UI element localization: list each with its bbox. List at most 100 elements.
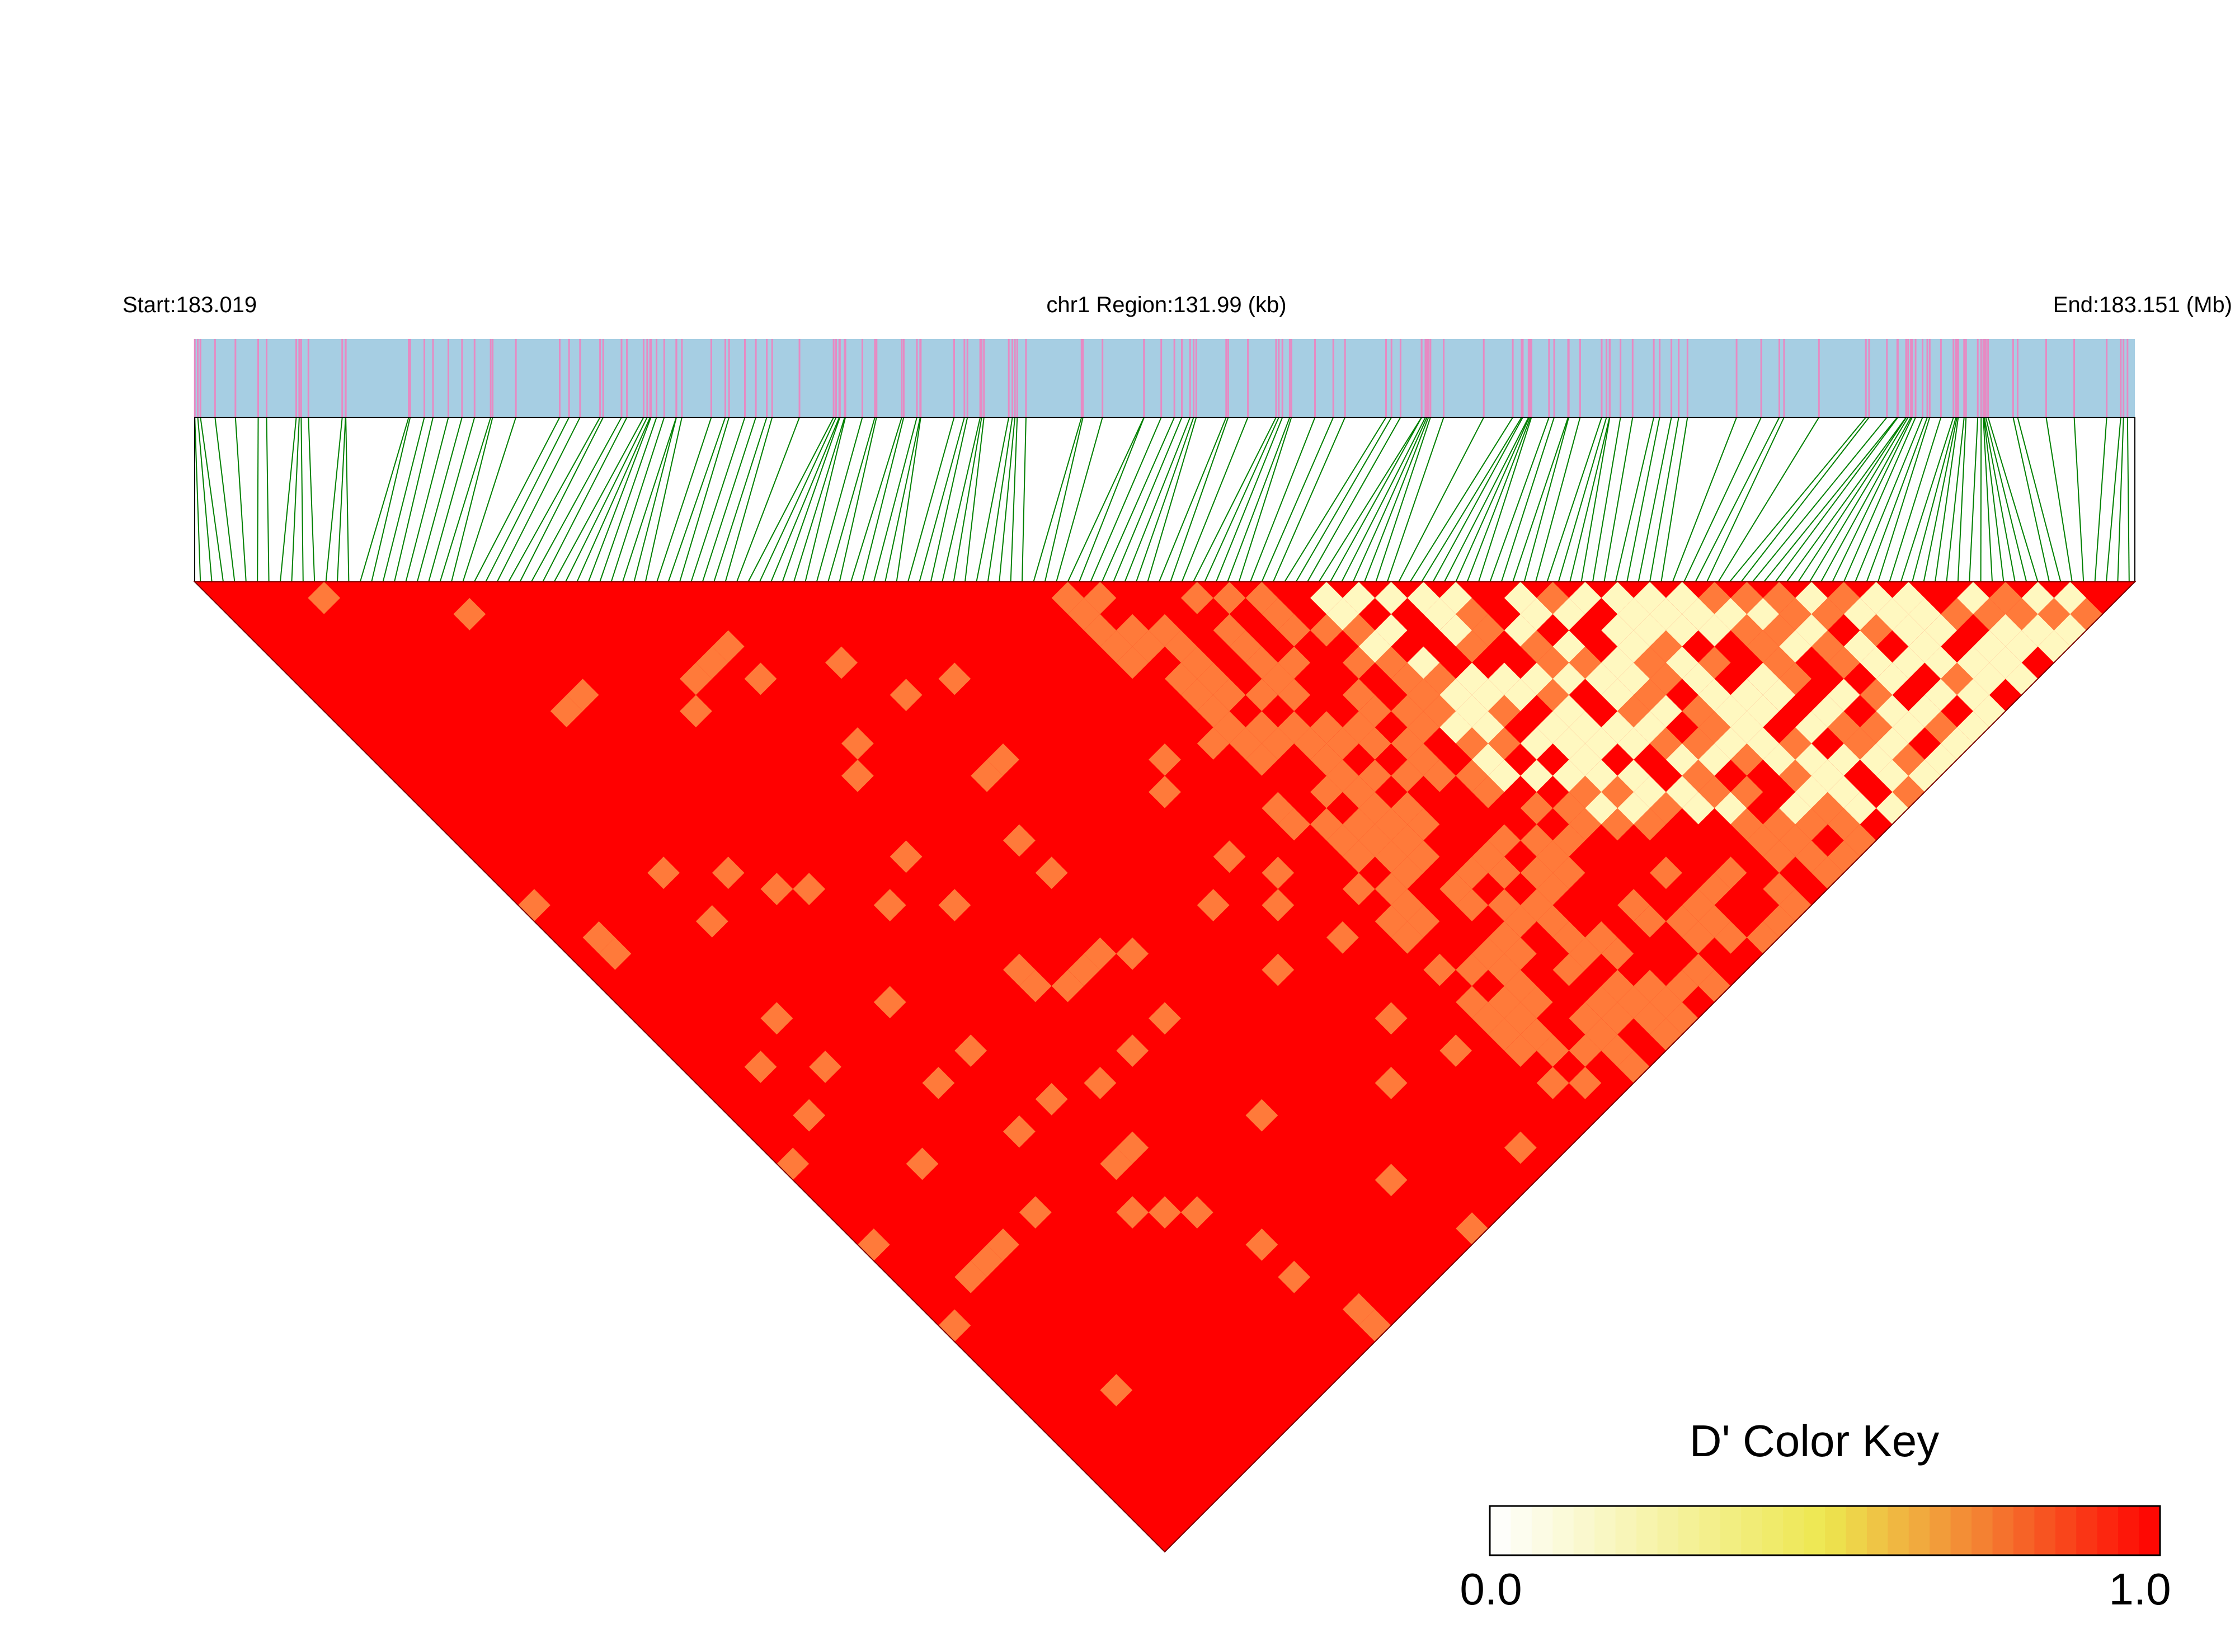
ld-cell	[1116, 937, 1149, 970]
ld-cell	[1488, 856, 1521, 889]
color-key-swatch	[2055, 1506, 2077, 1555]
ld-cell	[1278, 711, 1311, 743]
color-key-swatch	[1678, 1506, 1700, 1555]
ld-cell	[1342, 808, 1375, 841]
snp-connector-line	[1672, 417, 1738, 582]
ld-cell	[1536, 905, 1569, 938]
ld-cell	[1520, 1018, 1553, 1051]
ld-cell	[1843, 792, 1876, 825]
ld-cell	[1827, 646, 1860, 679]
ld-cell	[1262, 727, 1295, 760]
ld-cell	[1488, 986, 1521, 1019]
ld-cell	[1180, 1196, 1213, 1229]
snp-connector-line	[1969, 417, 1979, 582]
snp-connector-line	[1855, 417, 1923, 582]
ld-cell	[1763, 582, 1796, 614]
snp-connector-line	[1512, 417, 1569, 582]
ld-cell	[1504, 1034, 1537, 1067]
ld-cell	[1569, 1067, 1602, 1099]
ld-cell	[1342, 711, 1375, 743]
snp-connector-line	[850, 417, 902, 582]
ld-cell	[1358, 630, 1391, 663]
snp-connector-line	[1752, 417, 1888, 582]
ld-cell	[1892, 614, 1925, 647]
ld-cell	[1100, 630, 1133, 663]
ld-cell	[1601, 1002, 1634, 1035]
color-key-swatch	[2139, 1506, 2161, 1555]
ld-cell	[1278, 679, 1311, 712]
color-key-swatch	[1615, 1506, 1638, 1555]
ld-cell	[1375, 646, 1408, 679]
ld-cell	[1116, 614, 1149, 647]
ld-cell	[890, 840, 923, 873]
snp-connector-line	[1706, 417, 1785, 582]
color-key-min-label: 0.0	[1460, 1564, 1522, 1614]
ld-cell	[1019, 969, 1052, 1003]
ld-cell	[1084, 582, 1117, 614]
color-key-swatch	[2118, 1506, 2140, 1555]
ld-cell	[1634, 905, 1666, 938]
ld-cell	[2054, 614, 2087, 647]
ld-cell	[1892, 582, 1925, 614]
color-key-swatch	[1511, 1506, 1532, 1555]
ld-cell	[550, 695, 583, 728]
ld-cell	[1730, 808, 1763, 841]
region-end-label: End:183.151 (Mb)	[2053, 293, 2232, 317]
ld-cell	[1342, 840, 1375, 873]
ld-cell	[1973, 662, 2006, 695]
snp-connector-line	[382, 417, 425, 582]
snp-connector-line	[656, 417, 712, 582]
ld-cell	[1375, 1067, 1408, 1099]
snp-connector-line	[485, 417, 570, 582]
color-key-swatch	[2034, 1506, 2056, 1555]
snp-connector-line	[1878, 417, 1931, 582]
ld-cell	[1617, 662, 1650, 695]
snp-connector-line	[1740, 417, 1870, 582]
ld-cell	[1552, 727, 1585, 760]
ld-cell	[1747, 662, 1780, 695]
ld-cell	[1019, 1196, 1052, 1229]
snp-connector-line	[1786, 417, 1907, 582]
ld-cell	[1342, 646, 1375, 679]
ld-cell	[1650, 597, 1682, 630]
ld-cell	[873, 889, 906, 921]
snp-connector-line	[942, 417, 981, 582]
snp-connector-line	[1809, 417, 1909, 582]
snp-connector-line	[1638, 417, 1672, 582]
snp-connector-line	[622, 417, 677, 582]
ld-cell	[1763, 840, 1796, 873]
snp-connector-line	[1341, 417, 1426, 582]
snp-connector-line	[2017, 417, 2062, 582]
snp-connector-line	[2106, 417, 2121, 582]
ld-cell	[1682, 889, 1715, 921]
ld-cell	[1520, 662, 1553, 695]
snp-connector-line	[1683, 417, 1762, 582]
ld-cell	[2005, 662, 2038, 695]
ld-cell	[1747, 727, 1780, 760]
snp-connector-line	[1170, 417, 1229, 582]
ld-cell	[1860, 743, 1893, 776]
ld-cell	[1472, 711, 1504, 743]
ld-cell	[777, 1147, 810, 1180]
ld-cell	[1634, 582, 1666, 614]
snp-connector-line	[1443, 417, 1530, 582]
color-key-swatch	[1699, 1506, 1721, 1555]
color-key-title: D' Color Key	[1690, 1416, 1940, 1466]
ld-cell	[1326, 759, 1359, 792]
snp-connector-line	[930, 417, 968, 582]
ld-cell	[1730, 711, 1763, 743]
ld-cell	[2021, 582, 2054, 614]
ld-cell	[1003, 953, 1036, 986]
snp-connector-line	[1775, 417, 1899, 582]
ld-cell	[1682, 921, 1715, 954]
ld-cell	[1552, 856, 1585, 889]
ld-cell	[1358, 695, 1391, 728]
ld-cell	[1827, 582, 1860, 614]
ld-cell	[1617, 727, 1650, 760]
color-key-swatch	[1636, 1506, 1658, 1555]
ld-cell	[1730, 582, 1763, 614]
ld-cell	[1536, 582, 1569, 614]
ld-cell	[1310, 711, 1343, 743]
ld-cell	[1536, 1034, 1569, 1067]
